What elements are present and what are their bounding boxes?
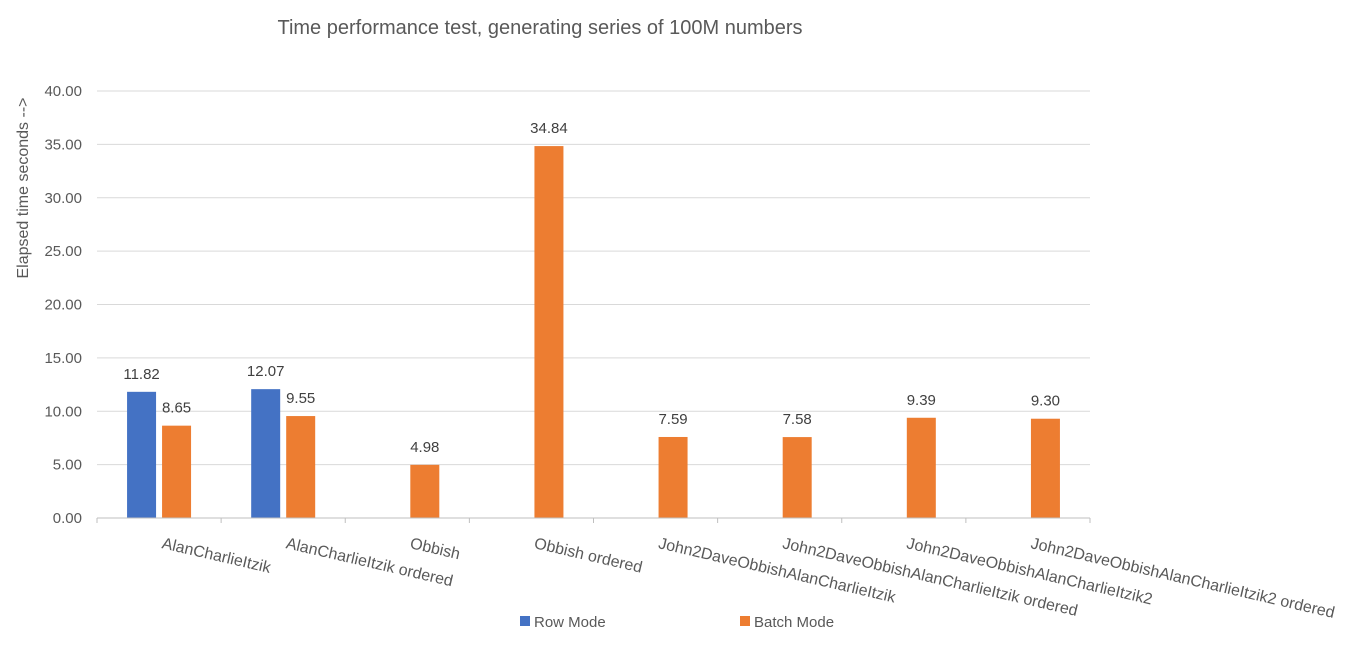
bars	[127, 146, 1060, 518]
bar-batch-mode	[658, 436, 688, 518]
category-label: Obbish ordered	[533, 535, 644, 576]
data-label: 9.39	[907, 392, 936, 409]
data-label: 12.07	[247, 363, 285, 380]
x-axis-tick-marks	[96, 518, 1091, 523]
bar-batch-mode	[782, 437, 812, 518]
bar-batch-mode	[1030, 418, 1060, 518]
category-label: Obbish	[408, 535, 461, 563]
bar-batch-mode	[162, 425, 192, 518]
y-tick-label: 40.00	[44, 83, 82, 100]
data-label: 7.59	[658, 411, 687, 428]
data-label: 34.84	[530, 120, 568, 137]
y-tick-label: 5.00	[53, 457, 82, 474]
data-label: 7.58	[783, 411, 812, 428]
y-tick-label: 10.00	[44, 403, 82, 420]
bar-row-mode	[127, 391, 157, 518]
y-tick-label: 0.00	[53, 510, 82, 527]
data-labels: 11.828.65 12.079.55 4.98 34.84 7.59 7.58 9.39 9…	[123, 120, 1060, 456]
category-label: AlanCharlieItzik	[160, 535, 273, 577]
legend-label: Row Mode	[534, 614, 606, 631]
data-label: 9.55	[286, 390, 315, 407]
legend-swatch	[740, 616, 750, 626]
y-axis-label: Elapsed time seconds -->	[15, 98, 32, 279]
bar-batch-mode	[410, 464, 440, 518]
chart-title: Time performance test, generating series…	[277, 17, 802, 39]
data-label: 8.65	[162, 400, 191, 417]
y-tick-label: 20.00	[44, 297, 82, 314]
gridlines	[97, 90, 1090, 466]
bar-batch-mode	[534, 146, 564, 518]
y-tick-label: 30.00	[44, 190, 82, 207]
data-label: 11.82	[123, 366, 159, 383]
category-label: John2DaveObbishAlanCharlieItzik	[657, 535, 898, 606]
data-label: 4.98	[410, 439, 439, 456]
y-tick-label: 35.00	[44, 136, 82, 153]
bar-row-mode	[251, 389, 281, 518]
bar-batch-mode	[906, 417, 936, 518]
legend-label: Batch Mode	[754, 614, 834, 631]
legend: Row Mode Batch Mode	[520, 614, 834, 631]
bar-batch-mode	[286, 416, 316, 518]
x-axis-categories: AlanCharlieItzik AlanCharlieItzik ordered…	[160, 535, 1336, 622]
legend-swatch	[520, 616, 530, 626]
y-tick-label: 25.00	[44, 243, 82, 260]
y-tick-label: 15.00	[44, 350, 82, 367]
data-label: 9.30	[1031, 393, 1060, 410]
y-axis-ticks: 0.00 5.00 10.00 15.00 20.00 25.00 30.00 35.00 40…	[44, 83, 82, 527]
